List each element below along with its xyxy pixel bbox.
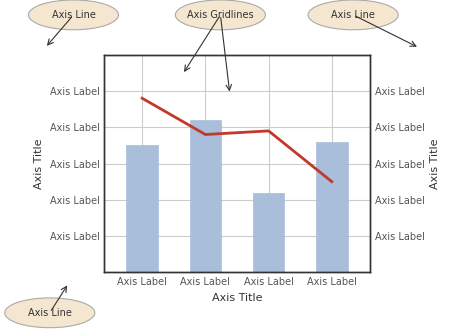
Text: Axis Line: Axis Line: [28, 308, 72, 318]
Bar: [253, 193, 284, 272]
Ellipse shape: [5, 298, 95, 328]
Text: Axis Gridlines: Axis Gridlines: [187, 10, 254, 20]
Ellipse shape: [28, 0, 118, 30]
X-axis label: Axis Title: Axis Title: [212, 293, 262, 303]
Bar: [190, 120, 221, 272]
Text: Axis Line: Axis Line: [331, 10, 375, 20]
Bar: [127, 145, 158, 272]
Bar: [316, 142, 347, 272]
Y-axis label: Axis Title: Axis Title: [430, 138, 440, 189]
Ellipse shape: [308, 0, 398, 30]
Y-axis label: Axis Title: Axis Title: [34, 138, 44, 189]
Ellipse shape: [175, 0, 265, 30]
Text: Axis Line: Axis Line: [52, 10, 95, 20]
